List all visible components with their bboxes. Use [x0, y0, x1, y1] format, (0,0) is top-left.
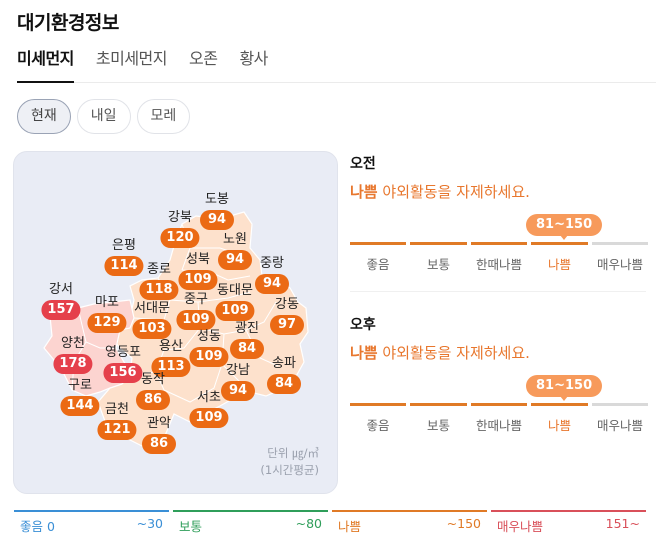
scale-bar-sometimes-bad	[471, 242, 527, 245]
legend-normal: 보통 ~80	[173, 510, 328, 535]
pm-value-badge: 121	[97, 420, 137, 440]
forecast-am: 오전 나쁨 야외활동을 자제하세요. 81~150 좋음 보통 한때나쁨 나쁨 …	[350, 153, 648, 272]
pm-value-badge: 118	[139, 280, 179, 300]
district-gwanak[interactable]: 관악 86	[142, 416, 176, 454]
forecast-grade: 나쁨	[350, 183, 378, 201]
range-bubble: 81~150	[526, 214, 603, 240]
forecast-period: 오후	[350, 317, 376, 333]
grade-scale: 81~150 좋음 보통 한때나쁨 나쁨 매우나쁨	[350, 214, 648, 272]
district-songpa[interactable]: 송파 84	[267, 356, 301, 394]
page-title: 대기환경정보	[17, 12, 119, 34]
forecast-message: 나쁨 야외활동을 자제하세요.	[350, 344, 530, 362]
district-dobong[interactable]: 도봉 94	[200, 192, 234, 230]
district-yangcheon[interactable]: 양천 178	[53, 336, 93, 374]
pm-value-badge: 109	[176, 310, 216, 330]
district-jongno[interactable]: 종로 118	[139, 262, 179, 300]
grade-legend: 좋음 0 ~30 보통 ~80 나쁨 ~150 매우나쁨 151~	[14, 510, 646, 535]
district-dongjak[interactable]: 동작 86	[136, 372, 170, 410]
forecast-message: 나쁨 야외활동을 자제하세요.	[350, 183, 530, 201]
pm-value-badge: 144	[60, 396, 100, 416]
forecast-divider	[350, 291, 646, 292]
district-gangbuk[interactable]: 강북 120	[160, 210, 200, 248]
pm-value-badge: 109	[215, 301, 255, 321]
district-gwangjin[interactable]: 광진 84	[230, 321, 264, 359]
district-jung[interactable]: 중구 109	[176, 292, 216, 330]
scale-bar-bad	[531, 242, 588, 245]
district-yongsan[interactable]: 용산 113	[151, 339, 191, 377]
pm-value-badge: 157	[41, 300, 81, 320]
district-dongdaemun[interactable]: 동대문 109	[215, 283, 255, 321]
pm-value-badge: 86	[142, 434, 176, 454]
pm-value-badge: 94	[255, 274, 289, 294]
forecast-period: 오전	[350, 156, 376, 172]
forecast-pm: 오후 나쁨 야외활동을 자제하세요. 81~150 좋음 보통 한때나쁨 나쁨 …	[350, 314, 648, 433]
district-geumcheon[interactable]: 금천 121	[97, 402, 137, 440]
pollutant-tabs: 미세먼지 초미세먼지 오존 황사	[17, 47, 656, 83]
scale-bar-good	[350, 242, 406, 245]
legend-good: 좋음 0 ~30	[14, 510, 169, 535]
unit-note: 단위 ㎍/㎥ (1시간평균)	[260, 446, 319, 477]
legend-bad: 나쁨 ~150	[332, 510, 487, 535]
pm-value-badge: 103	[132, 319, 172, 339]
pm-value-badge: 114	[104, 256, 144, 276]
district-yeongdeungpo[interactable]: 영등포 156	[103, 345, 143, 383]
district-seongbuk[interactable]: 성북 109	[178, 252, 218, 290]
district-gangseo[interactable]: 강서 157	[41, 282, 81, 320]
pm-value-badge: 109	[178, 270, 218, 290]
tab-yellow-dust[interactable]: 황사	[239, 49, 268, 68]
grade-scale: 81~150 좋음 보통 한때나쁨 나쁨 매우나쁨	[350, 375, 648, 433]
district-gangnam[interactable]: 강남 94	[221, 363, 255, 401]
scale-bar-sometimes-bad	[471, 403, 527, 406]
tab-pm25[interactable]: 초미세먼지	[95, 49, 168, 68]
pm-value-badge: 97	[270, 315, 304, 335]
district-seongdong[interactable]: 성동 109	[189, 329, 229, 367]
pm-value-badge: 156	[103, 363, 143, 383]
pm-value-badge: 84	[267, 374, 301, 394]
pm-value-badge: 84	[230, 339, 264, 359]
pm-value-badge: 94	[221, 381, 255, 401]
pm-value-badge: 86	[136, 390, 170, 410]
district-nowon[interactable]: 노원 94	[218, 232, 252, 270]
scale-bar-very-bad	[592, 403, 648, 406]
pm-value-badge: 113	[151, 357, 191, 377]
pm-value-badge: 109	[189, 347, 229, 367]
day-button-tomorrow[interactable]: 내일	[76, 99, 131, 134]
day-button-now[interactable]: 현재	[17, 99, 71, 134]
pm-value-badge: 94	[200, 210, 234, 230]
range-bubble: 81~150	[526, 375, 603, 401]
pm-value-badge: 129	[87, 313, 127, 333]
day-selector: 현재 내일 모레	[17, 99, 191, 134]
pm-value-badge: 109	[189, 408, 229, 428]
tab-ozone[interactable]: 오존	[189, 49, 218, 68]
district-gangdong[interactable]: 강동 97	[270, 297, 304, 335]
day-button-day-after[interactable]: 모레	[136, 99, 191, 134]
forecast-grade: 나쁨	[350, 344, 378, 362]
district-seocho[interactable]: 서초 109	[189, 390, 229, 428]
district-jungnang[interactable]: 중랑 94	[255, 256, 289, 294]
scale-bar-normal	[410, 403, 467, 406]
seoul-map: 도봉 94 강북 120 노원 94 은평 114 종로 118 성북 109 …	[13, 151, 338, 494]
district-eunpyeong[interactable]: 은평 114	[104, 238, 144, 276]
scale-bar-normal	[410, 242, 467, 245]
district-seodaemun[interactable]: 서대문 103	[132, 301, 172, 339]
district-mapo[interactable]: 마포 129	[87, 295, 127, 333]
scale-bar-very-bad	[592, 242, 648, 245]
pm-value-badge: 94	[218, 250, 252, 270]
legend-very-bad: 매우나쁨 151~	[491, 510, 646, 535]
scale-bar-good	[350, 403, 406, 406]
tab-pm10[interactable]: 미세먼지	[17, 47, 74, 83]
pm-value-badge: 178	[53, 354, 93, 374]
pm-value-badge: 120	[160, 228, 200, 248]
district-guro[interactable]: 구로 144	[60, 378, 100, 416]
scale-bar-bad	[531, 403, 588, 406]
